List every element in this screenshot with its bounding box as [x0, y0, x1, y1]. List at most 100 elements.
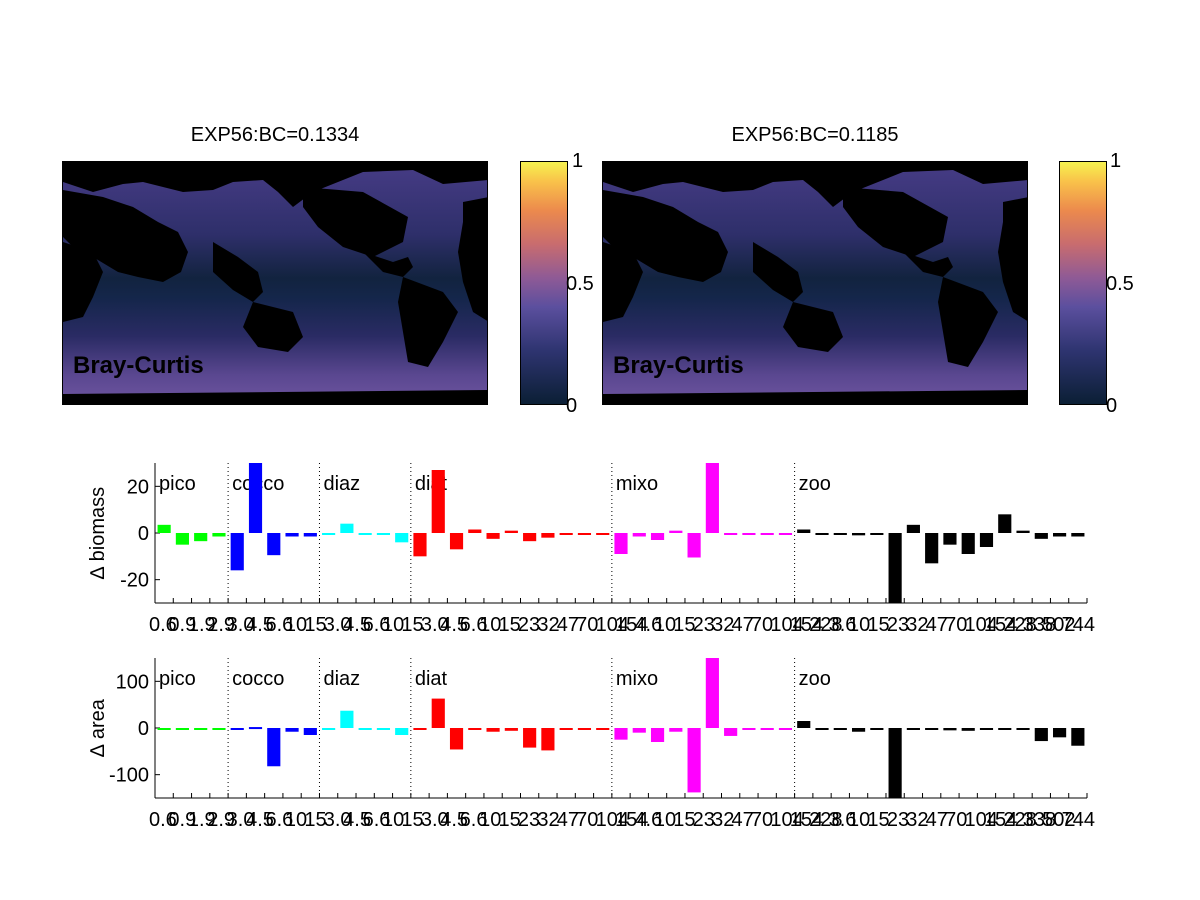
- x-tick-label: 32: [712, 809, 734, 831]
- bray-curtis-map-right: Bray-Curtis: [602, 161, 1028, 405]
- bar-zoo: [906, 524, 920, 533]
- continent-shapes: [63, 162, 487, 404]
- y-tick-label: 100: [116, 671, 149, 693]
- x-tick-label: 4.5: [246, 809, 274, 831]
- x-tick-label: 4.5: [343, 809, 371, 831]
- bar-zoo: [1071, 728, 1085, 746]
- x-tick-label: 23: [887, 809, 909, 831]
- bar-diat: [596, 728, 610, 730]
- x-tick-label: 4.6: [634, 809, 662, 831]
- x-tick-label: 3.6: [829, 614, 857, 636]
- x-tick-label: 0.6: [149, 809, 177, 831]
- bar-mixo: [632, 533, 646, 537]
- bar-zoo: [1034, 533, 1048, 539]
- x-tick-label: 6.6: [266, 809, 294, 831]
- bar-zoo: [851, 533, 866, 536]
- x-tick-label: 15: [304, 809, 326, 831]
- x-tick-label: 23: [887, 614, 909, 636]
- bar-pico: [194, 728, 208, 730]
- x-tick-label: 338: [1023, 809, 1056, 831]
- x-tick-label: 228: [1003, 614, 1036, 636]
- bar-diat: [413, 728, 427, 730]
- group-label-mixo: mixo: [616, 473, 658, 495]
- bar-diat: [486, 533, 500, 539]
- x-tick-label: 15: [867, 809, 889, 831]
- bar-mixo: [669, 530, 683, 533]
- bar-zoo: [1053, 728, 1067, 738]
- x-tick-label: 47: [926, 614, 948, 636]
- bar-diat: [468, 529, 482, 533]
- x-tick-label: 15: [401, 809, 423, 831]
- x-tick-label: 104: [965, 614, 998, 636]
- bar-mixo: [669, 728, 683, 732]
- bar-diat: [413, 533, 427, 557]
- x-tick-label: 10: [479, 614, 501, 636]
- x-tick-label: 3.6: [829, 809, 857, 831]
- bar-mixo: [614, 533, 628, 554]
- group-label-zoo: zoo: [799, 668, 831, 690]
- bar-diat: [468, 728, 482, 730]
- x-tick-label: 32: [906, 614, 928, 636]
- x-tick-label: 154: [984, 809, 1017, 831]
- bar-mixo: [705, 658, 719, 728]
- bar-mixo: [742, 533, 756, 535]
- bar-pico: [212, 728, 226, 730]
- bar-zoo: [870, 728, 884, 730]
- bar-diat: [559, 728, 573, 730]
- bar-diat: [449, 728, 464, 750]
- bar-zoo: [1071, 533, 1085, 537]
- colorbar-left: [520, 161, 568, 405]
- bar-zoo: [979, 533, 994, 547]
- x-tick-label: 0.9: [168, 614, 196, 636]
- colorbar-tick-min: 0: [1106, 395, 1118, 417]
- bar-pico: [157, 728, 171, 730]
- bar-diaz: [340, 523, 354, 533]
- x-tick-label: 2.9: [207, 809, 235, 831]
- group-label-zoo: zoo: [799, 473, 831, 495]
- x-tick-label: 70: [751, 614, 773, 636]
- x-tick-label: 4.5: [246, 614, 274, 636]
- bar-zoo: [833, 728, 847, 730]
- x-tick-label: 104: [596, 614, 629, 636]
- x-tick-label: 47: [926, 809, 948, 831]
- y-tick-label: -20: [120, 570, 149, 592]
- x-tick-label: 154: [984, 614, 1017, 636]
- x-tick-label: 15: [401, 614, 423, 636]
- bar-diat: [449, 533, 464, 550]
- x-tick-label: 1.9: [188, 614, 216, 636]
- bar-diaz: [322, 728, 336, 730]
- x-tick-label: 15: [867, 614, 889, 636]
- bar-diat: [523, 533, 537, 542]
- bar-cocco: [248, 463, 263, 533]
- x-tick-label: 228: [809, 614, 842, 636]
- bar-zoo: [925, 533, 939, 564]
- bar-zoo: [1016, 530, 1030, 533]
- bar-zoo: [1053, 533, 1067, 537]
- x-tick-label: 23: [518, 809, 540, 831]
- x-tick-label: 3.0: [324, 809, 352, 831]
- x-tick-label: 6.6: [363, 809, 391, 831]
- x-tick-label: 10: [848, 809, 870, 831]
- x-tick-label: 32: [712, 614, 734, 636]
- x-tick-label: 104: [770, 809, 803, 831]
- area-bar-chart: 100 0 -100∆ area pico cocco diaz diat mixo zoo 0.…: [87, 658, 1095, 831]
- x-tick-label: 15: [499, 614, 521, 636]
- x-tick-label: 10: [285, 614, 307, 636]
- y-axis-label: ∆ biomass: [87, 487, 109, 579]
- x-tick-label: 3.0: [227, 809, 255, 831]
- bar-mixo: [742, 728, 756, 730]
- bar-diaz: [376, 533, 391, 535]
- x-tick-label: 4.5: [440, 614, 468, 636]
- map-label-left: Bray-Curtis: [73, 352, 204, 379]
- colorbar-tick-mid: 0.5: [566, 273, 594, 295]
- x-tick-label: 744: [1062, 614, 1095, 636]
- bar-diat: [523, 728, 537, 748]
- bar-zoo: [979, 728, 994, 730]
- x-tick-label: 70: [945, 614, 967, 636]
- x-tick-label: 228: [1003, 809, 1036, 831]
- bar-zoo: [888, 533, 902, 603]
- bar-zoo: [851, 728, 866, 732]
- group-label-mixo: mixo: [616, 668, 658, 690]
- x-tick-label: 4.5: [440, 809, 468, 831]
- bar-mixo: [760, 728, 774, 730]
